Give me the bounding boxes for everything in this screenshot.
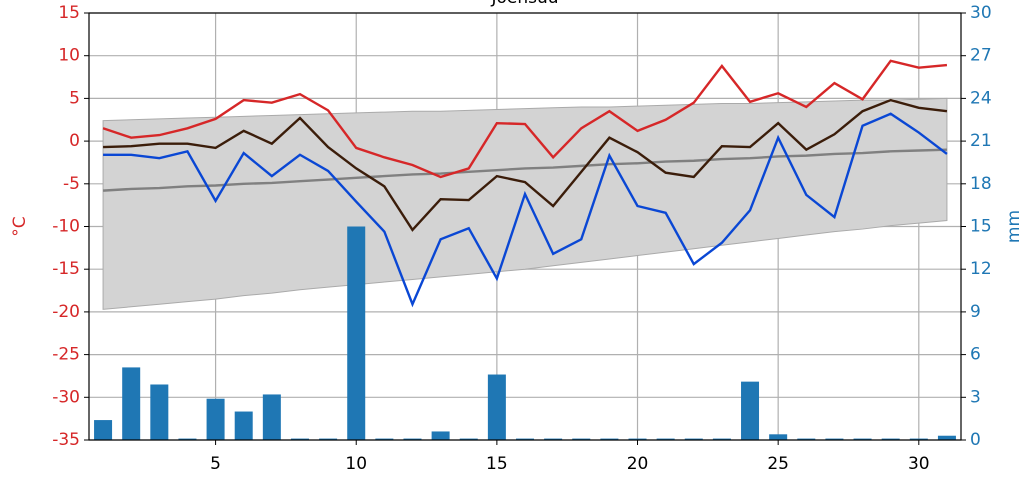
y-tick-label: -10 [52,217,80,237]
bar [403,438,422,440]
y2-tick-label: 18 [970,174,992,194]
x-tick-label: 20 [627,454,649,474]
bar [881,438,900,440]
bar [262,394,281,440]
bar [684,438,703,440]
y2-tick-label: 27 [970,46,992,66]
bar [122,367,141,440]
line [102,59,948,179]
bar [319,438,338,440]
bar [178,438,197,440]
line [103,112,948,308]
y2-axis-label: mm [1004,210,1024,243]
bar [937,435,956,440]
bar [347,226,366,440]
y2-tick-label: 0 [970,430,981,450]
bar [909,438,928,440]
bar [572,438,591,440]
bar [459,438,478,440]
y2-tick-label: 30 [970,3,992,23]
bar [600,438,619,440]
x-tick-label: 10 [345,454,367,474]
x-tick-label: 25 [767,454,789,474]
bar [487,374,506,440]
bar [431,431,450,440]
y2-tick-label: 24 [970,88,992,108]
bar [628,438,647,440]
bar [544,438,563,440]
y-tick-label: 10 [58,46,80,66]
bar [797,438,816,440]
y-tick-label: 0 [69,131,80,151]
bar [656,438,675,440]
x-tick-label: 30 [908,454,930,474]
y2-tick-label: 15 [970,217,992,237]
bar [769,434,788,440]
bar [290,438,309,440]
y2-tick-label: 12 [970,259,992,279]
line [102,148,947,192]
data-layer [94,59,956,440]
bar [515,438,535,440]
y-tick-label: -35 [52,430,80,450]
bar [825,438,844,440]
y-tick-label: 5 [69,88,80,108]
bar [206,398,225,440]
bar [375,438,394,440]
bar [853,438,872,440]
y2-tick-label: 21 [970,131,992,151]
y-tick-label: -30 [52,387,80,407]
bar [234,411,253,440]
y-tick-label: -5 [63,174,80,194]
y-tick-label: 15 [58,3,80,23]
plot-frame [88,12,962,441]
normal-range [102,97,948,310]
y-tick-label: -25 [52,345,80,365]
bar [712,438,731,440]
line [103,98,948,232]
bar [94,420,113,440]
y-tick-label: -20 [52,302,80,322]
x-tick-label: 15 [486,454,508,474]
bar [150,384,169,440]
x-tick-label: 5 [210,454,221,474]
bar [741,381,760,440]
chart-title: Joensuu [490,0,558,8]
y2-tick-label: 6 [970,345,981,365]
y2-tick-label: 9 [970,302,981,322]
y-axis-label: °C [10,216,30,236]
y-tick-label: -15 [52,259,80,279]
y2-tick-label: 3 [970,387,981,407]
